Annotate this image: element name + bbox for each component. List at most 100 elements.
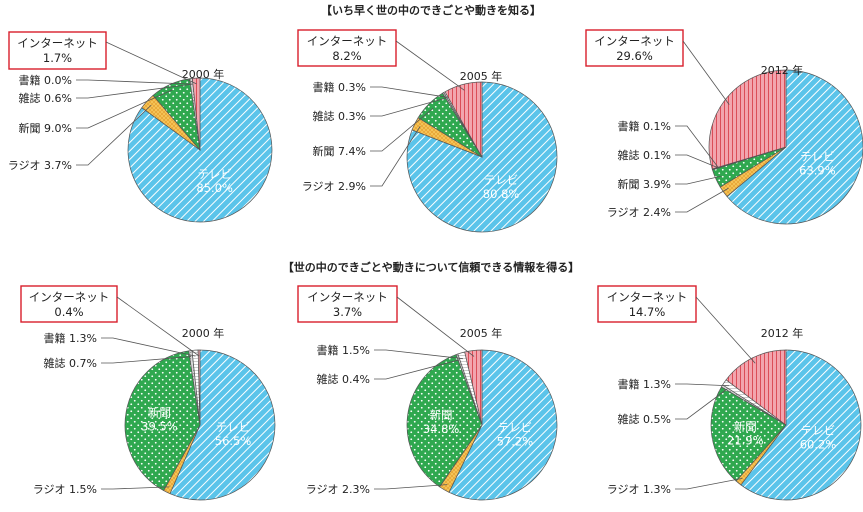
side-label-book: 書籍 0.3%: [313, 80, 366, 94]
pie-slice-newspaper: [406, 354, 483, 488]
leader-line-radio: [101, 486, 170, 490]
internet-callout-value: 3.7%: [333, 305, 362, 319]
leader-line-magazine: [76, 83, 192, 99]
side-label-newspaper: 新聞 9.0%: [19, 121, 72, 135]
side-label-book: 書籍 1.5%: [317, 343, 370, 357]
internet-callout-label: インターネット: [17, 36, 98, 50]
side-label-magazine: 雑誌 0.4%: [317, 372, 370, 386]
leader-line-radio: [76, 104, 152, 166]
leader-line-magazine: [374, 359, 460, 380]
side-label-magazine: 雑誌 0.7%: [44, 356, 97, 370]
internet-callout-label: インターネット: [29, 290, 110, 304]
internet-callout-label: インターネット: [607, 290, 688, 304]
slice-label-tv: テレビ: [484, 173, 519, 187]
section-title-quick: 【いち早く世の中のできごとや動きを知る】: [321, 3, 541, 17]
internet-callout-value: 1.7%: [43, 51, 72, 65]
leader-line-magazine: [370, 97, 447, 117]
pie-slice-tv: [740, 349, 862, 501]
side-label-book: 書籍 0.0%: [19, 73, 72, 87]
slice-value-newspaper: 34.8%: [423, 422, 460, 436]
side-label-newspaper: 新聞 7.4%: [313, 144, 366, 158]
slice-value-tv: 80.8%: [483, 187, 520, 201]
side-label-radio: ラジオ 1.3%: [607, 483, 671, 496]
pie-slice-newspaper: [710, 386, 787, 482]
side-label-radio: ラジオ 2.3%: [306, 483, 370, 496]
slice-label-tv: テレビ: [801, 424, 836, 438]
internet-callout-value: 0.4%: [54, 305, 83, 319]
leader-line-newspaper: [675, 175, 722, 185]
year-label: 2005 年: [460, 69, 503, 83]
pie-slice-newspaper: [124, 350, 201, 492]
slice-value-tv: 56.5%: [215, 434, 252, 448]
pie-slice-tv: [169, 349, 276, 501]
leader-line-newspaper: [76, 89, 173, 129]
leader-line-radio: [370, 126, 421, 187]
leader-line-radio: [675, 478, 743, 490]
internet-callout-box: [297, 285, 398, 323]
section-title-reliable: 【世の中のできごとや動きについて信頼できる情報を得る】: [283, 260, 579, 274]
leader-line-book: [374, 349, 463, 360]
slice-value-tv: 60.2%: [800, 438, 837, 452]
slice-label-newspaper: 新聞: [148, 406, 171, 420]
internet-callout-box: [20, 285, 118, 323]
slice-value-tv: 63.9%: [799, 164, 836, 178]
internet-callout-box: [8, 31, 107, 70]
leader-line-book: [76, 79, 193, 85]
side-label-radio: ラジオ 1.5%: [33, 483, 97, 496]
leader-line-magazine: [675, 154, 719, 169]
leader-line-radio: [374, 484, 448, 490]
internet-callout-label: インターネット: [594, 34, 675, 48]
slice-value-tv: 85.0%: [196, 181, 233, 195]
leader-line-book: [370, 86, 448, 98]
side-label-radio: ラジオ 2.4%: [607, 206, 671, 219]
leader-line-internet: [395, 40, 465, 91]
side-label-magazine: 雑誌 0.1%: [618, 148, 671, 162]
slice-label-newspaper: 新聞: [734, 419, 757, 433]
leader-line-book: [675, 383, 730, 387]
leader-line-magazine: [101, 356, 192, 364]
leader-line-magazine: [675, 388, 728, 420]
leader-line-internet: [396, 296, 475, 357]
internet-callout-box: [585, 29, 684, 67]
pie-slice-internet: [197, 349, 201, 426]
leader-line-internet: [695, 296, 756, 364]
internet-callout-label: インターネット: [307, 34, 388, 48]
leader-line-internet: [105, 41, 197, 85]
internet-callout-value: 29.6%: [616, 49, 653, 63]
leader-line-book: [675, 125, 719, 168]
side-label-radio: ラジオ 2.9%: [302, 180, 366, 193]
pie-slice-internet: [708, 69, 787, 170]
side-label-magazine: 雑誌 0.3%: [313, 109, 366, 123]
leader-line-newspaper: [370, 107, 434, 152]
slice-value-tv: 57.2%: [497, 435, 534, 449]
year-label: 2005 年: [460, 326, 503, 340]
leader-line-internet: [682, 40, 730, 105]
slice-label-newspaper: 新聞: [430, 408, 453, 422]
pie-slice-internet: [464, 349, 483, 426]
year-label: 2012 年: [761, 326, 804, 340]
side-label-book: 書籍 1.3%: [618, 377, 671, 391]
year-label: 2000 年: [182, 67, 225, 81]
slice-label-tv: テレビ: [498, 421, 533, 435]
side-label-magazine: 雑誌 0.6%: [19, 91, 72, 105]
side-label-book: 書籍 0.1%: [618, 119, 671, 133]
pie-slice-tv: [406, 81, 558, 233]
leader-line-radio: [675, 187, 729, 213]
pie-slice-tv: [726, 69, 863, 225]
slice-value-newspaper: 39.5%: [141, 420, 178, 434]
slice-label-tv: テレビ: [197, 167, 232, 181]
pie-slice-internet: [725, 349, 787, 426]
year-label: 2000 年: [182, 326, 225, 340]
slice-label-tv: テレビ: [800, 150, 835, 164]
side-label-newspaper: 新聞 3.9%: [618, 177, 671, 191]
internet-callout-value: 8.2%: [332, 49, 361, 63]
side-label-radio: ラジオ 3.7%: [8, 159, 72, 172]
